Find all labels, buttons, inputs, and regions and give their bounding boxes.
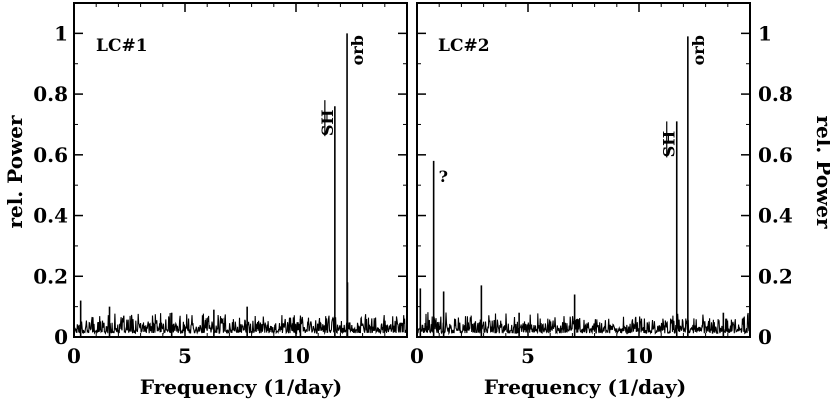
tick-marks: [73, 2, 407, 338]
annotations: SH orb: [318, 35, 367, 137]
y-tick-label: 0.8: [758, 82, 793, 106]
panel-label: LC#2: [438, 36, 490, 56]
power-spectrum-line: [416, 312, 751, 336]
y-tick-label: 0: [54, 325, 68, 349]
power-spectrum-line: [73, 312, 408, 335]
y-axis-title: rel. Power: [812, 115, 830, 229]
y-tick-label: 0.6: [33, 143, 68, 167]
y-tick-labels: 0 0.2 0.4 0.6 0.8 1: [33, 21, 68, 349]
annotations: ? SH orb: [439, 35, 708, 186]
x-axis-title: Frequency (1/day): [140, 375, 342, 399]
annotation-sh: SH: [318, 109, 337, 136]
x-tick-labels: 0 5 10: [67, 344, 310, 368]
tick-marks: [416, 2, 750, 338]
y-tick-label: 0.4: [33, 204, 68, 228]
annotation-question: ?: [439, 167, 448, 186]
panel-label: LC#1: [96, 36, 148, 56]
x-tick-labels: 0 5 10: [410, 344, 653, 368]
panel-lc2: LC#2 0 0.2 0.4 0.6 0.8 1 0 5 10 ? SH orb Frequenc…: [410, 2, 830, 399]
y-tick-label: 0.8: [33, 82, 68, 106]
x-tick-label: 0: [67, 344, 81, 368]
x-tick-label: 10: [625, 344, 653, 368]
annotation-orb: orb: [348, 35, 367, 65]
x-tick-label: 5: [521, 344, 535, 368]
y-tick-labels: 0 0.2 0.4 0.6 0.8 1: [758, 21, 793, 349]
plot-frame: [416, 2, 751, 338]
y-tick-label: 0.2: [758, 264, 793, 288]
y-tick-label: 0.4: [758, 204, 793, 228]
y-tick-label: 1: [54, 21, 68, 45]
peak-lines: [419, 36, 725, 337]
x-tick-label: 10: [282, 344, 310, 368]
x-axis-title: Frequency (1/day): [484, 375, 686, 399]
y-tick-label: 1: [758, 21, 772, 45]
x-tick-label: 0: [410, 344, 424, 368]
annotation-sh: SH: [660, 131, 679, 158]
annotation-orb: orb: [689, 35, 708, 65]
y-tick-label: 0.6: [758, 143, 793, 167]
x-tick-label: 5: [178, 344, 192, 368]
peak-lines: [79, 33, 349, 337]
plot-frame: [73, 2, 408, 338]
y-tick-label: 0.2: [33, 264, 68, 288]
panel-lc1: LC#1 0 0.2 0.4 0.6 0.8 1 0 5 10 SH orb Frequency…: [3, 2, 408, 399]
y-axis-title: rel. Power: [3, 115, 27, 229]
y-tick-label: 0: [758, 325, 772, 349]
